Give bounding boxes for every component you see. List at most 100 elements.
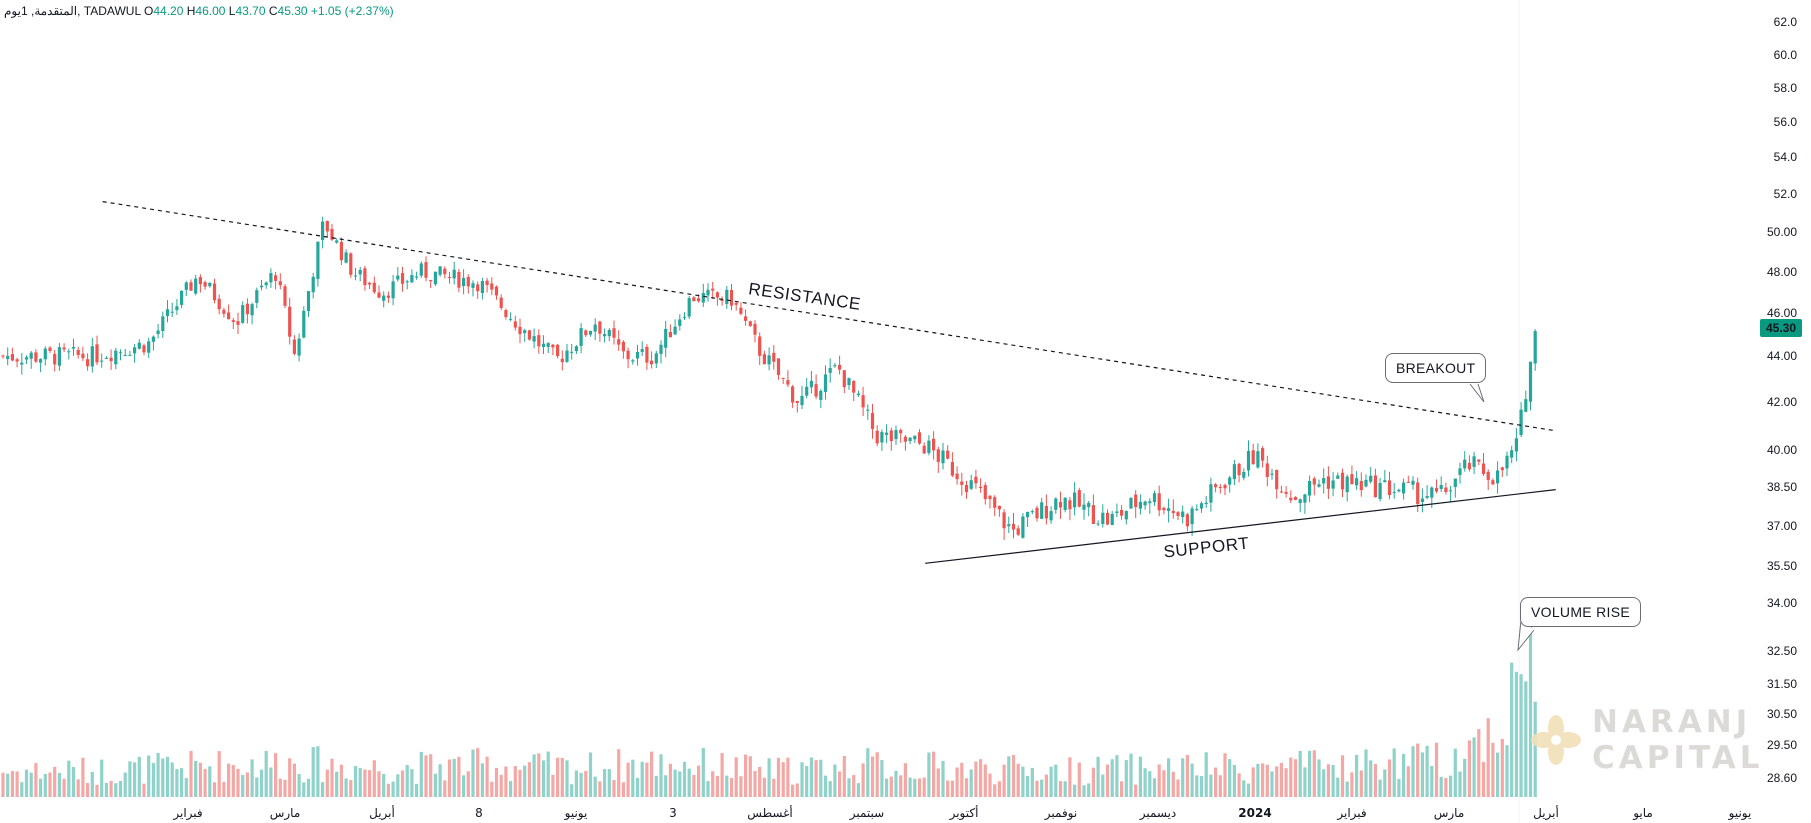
price-tick-label: 42.00 bbox=[1767, 395, 1797, 409]
candle bbox=[729, 283, 734, 311]
volume-bar bbox=[133, 762, 137, 797]
candle bbox=[875, 425, 879, 447]
volume-bar bbox=[490, 781, 494, 797]
candle bbox=[828, 358, 832, 383]
volume-bar bbox=[104, 782, 108, 797]
volume-bar bbox=[109, 780, 113, 797]
volume-bar bbox=[917, 778, 922, 797]
volume-bar bbox=[1068, 757, 1072, 797]
volume-bar bbox=[1481, 761, 1486, 797]
candle bbox=[527, 329, 531, 341]
candle bbox=[1261, 446, 1265, 468]
candle bbox=[1007, 516, 1011, 534]
candle bbox=[405, 279, 409, 290]
candle bbox=[1420, 488, 1424, 513]
candle bbox=[480, 277, 484, 300]
support-trendline[interactable] bbox=[925, 489, 1556, 564]
candle bbox=[541, 335, 546, 355]
volume-bar bbox=[781, 762, 785, 797]
time-tick-label: مارس bbox=[270, 806, 301, 821]
candle bbox=[1317, 479, 1321, 488]
candle bbox=[1514, 428, 1518, 462]
candle bbox=[1275, 469, 1279, 499]
volume-bar bbox=[1420, 752, 1424, 797]
volume-bar bbox=[1477, 729, 1481, 797]
candle bbox=[744, 309, 748, 326]
candle bbox=[76, 346, 80, 359]
price-tick-label: 56.0 bbox=[1774, 115, 1798, 129]
volume-bar bbox=[1091, 767, 1095, 797]
volume-bar bbox=[1, 772, 5, 797]
watermark-line1: NARANJ bbox=[1592, 704, 1752, 740]
volume-bar bbox=[598, 781, 602, 797]
volume-bar bbox=[165, 756, 170, 797]
volume-bar bbox=[621, 782, 625, 797]
volume-bar bbox=[1110, 759, 1114, 797]
candle bbox=[612, 320, 616, 345]
volume-bar bbox=[640, 761, 644, 797]
candle bbox=[123, 348, 127, 357]
candle bbox=[34, 349, 38, 364]
volume-bar bbox=[650, 751, 654, 797]
candle bbox=[321, 216, 325, 249]
volume-bar bbox=[20, 782, 24, 797]
candle bbox=[1082, 493, 1086, 520]
volume-bar bbox=[1359, 770, 1363, 797]
candle bbox=[1167, 498, 1171, 523]
candle bbox=[518, 318, 522, 344]
candle bbox=[382, 291, 386, 308]
candle bbox=[1021, 513, 1025, 539]
candle bbox=[128, 350, 132, 356]
candle bbox=[1091, 494, 1095, 525]
volume-bar bbox=[950, 780, 954, 797]
naranj-logo-icon bbox=[1531, 715, 1581, 765]
candle bbox=[175, 299, 179, 315]
volume-bar bbox=[856, 783, 860, 797]
price-tick-label: 60.0 bbox=[1774, 48, 1798, 62]
volume-bar bbox=[753, 771, 757, 797]
candle bbox=[805, 378, 809, 399]
volume-bar bbox=[476, 748, 480, 797]
candle bbox=[71, 338, 76, 356]
candle bbox=[1110, 510, 1114, 526]
last-price-label: 45.30 bbox=[1766, 321, 1796, 335]
candle bbox=[1, 354, 5, 359]
volume-bar bbox=[264, 750, 268, 797]
candle bbox=[974, 469, 978, 489]
candle bbox=[1087, 500, 1091, 517]
volume-bar bbox=[1496, 752, 1500, 797]
candle bbox=[43, 346, 47, 366]
high-label: H bbox=[186, 4, 196, 18]
candle bbox=[212, 278, 217, 304]
candle bbox=[856, 390, 860, 398]
volume-bar bbox=[335, 771, 339, 797]
candle bbox=[833, 362, 837, 368]
candle bbox=[1223, 483, 1227, 496]
resistance-trendline[interactable] bbox=[102, 201, 1556, 432]
candle bbox=[993, 495, 997, 517]
candle bbox=[1049, 506, 1053, 524]
candle bbox=[1242, 468, 1246, 481]
candle bbox=[1185, 512, 1189, 532]
volume-bar bbox=[39, 778, 43, 797]
volume-bar bbox=[1044, 774, 1048, 797]
candle bbox=[358, 266, 362, 282]
volume-bar bbox=[1242, 780, 1246, 797]
candle bbox=[1293, 496, 1298, 501]
volume-bar bbox=[1430, 765, 1434, 797]
volume-bar bbox=[1054, 764, 1058, 797]
candle bbox=[1340, 468, 1345, 498]
candle bbox=[396, 267, 400, 282]
candle bbox=[748, 320, 752, 327]
candle bbox=[1148, 498, 1152, 514]
volume-bar bbox=[118, 780, 123, 797]
volume-rise-callout[interactable]: VOLUME RISE bbox=[1520, 597, 1641, 627]
volume-bar bbox=[729, 777, 734, 797]
candle bbox=[932, 431, 936, 460]
breakout-callout[interactable]: BREAKOUT bbox=[1385, 353, 1487, 383]
price-tick-label: 54.0 bbox=[1774, 150, 1798, 164]
candle bbox=[1176, 511, 1180, 520]
volume-bar bbox=[631, 759, 635, 797]
candle bbox=[673, 319, 677, 336]
